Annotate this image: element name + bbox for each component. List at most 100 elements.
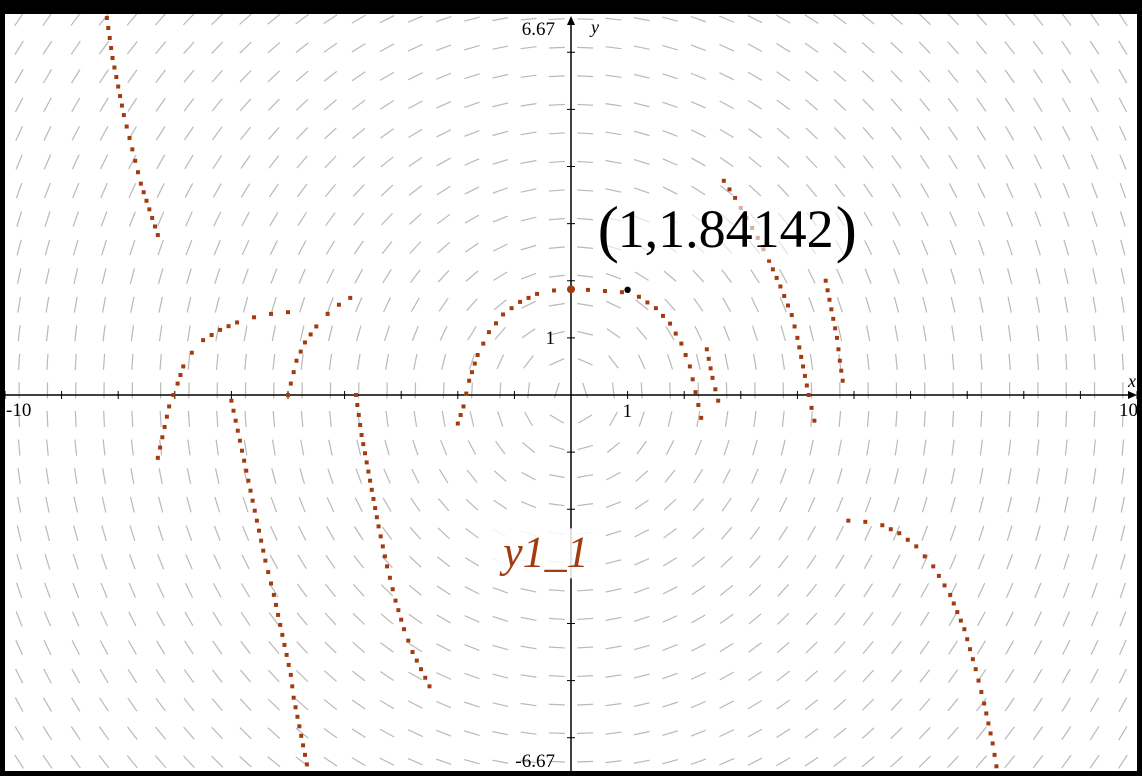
- slope-segment: [408, 156, 423, 167]
- solution-point: [269, 311, 274, 316]
- solution-point: [175, 381, 180, 386]
- slope-segment: [864, 525, 873, 541]
- slope-segment: [127, 69, 138, 84]
- point-label-close-paren: ): [836, 193, 857, 264]
- slope-segment: [268, 126, 280, 140]
- solution-point: [387, 575, 392, 580]
- slope-segment: [155, 640, 166, 655]
- slope-segment: [805, 612, 818, 626]
- slope-segment: [324, 670, 337, 682]
- slope-segment: [548, 160, 565, 164]
- slope-segment: [922, 325, 927, 342]
- slope-segment: [379, 15, 395, 24]
- slope-segment: [719, 671, 734, 681]
- slope-segment: [894, 325, 899, 342]
- slope-segment: [240, 126, 251, 141]
- slope-segment: [98, 726, 110, 741]
- slope-segment: [918, 726, 931, 740]
- curve-label[interactable]: y1_1: [493, 527, 599, 579]
- slope-segment: [524, 411, 533, 427]
- slope-segment: [752, 353, 757, 370]
- slope-segment: [99, 154, 109, 170]
- slope-segment: [183, 755, 195, 768]
- solution-point: [922, 554, 927, 559]
- slope-segment: [1118, 69, 1128, 84]
- solution-point: [704, 347, 709, 352]
- initial-condition-point[interactable]: [567, 285, 575, 294]
- slope-segment: [1062, 154, 1071, 170]
- slope-segment: [748, 613, 762, 625]
- solution-point: [246, 478, 251, 483]
- highlight-point[interactable]: [624, 286, 631, 294]
- slope-segment: [663, 528, 677, 539]
- slope-segment: [214, 496, 221, 513]
- slope-segment: [187, 353, 191, 370]
- slope-segment: [464, 557, 480, 567]
- slope-segment: [1008, 353, 1011, 370]
- slope-segment: [1063, 554, 1070, 570]
- slope-segment: [269, 240, 278, 256]
- slope-segment: [748, 584, 762, 597]
- slope-segment: [719, 128, 734, 139]
- slope-segment: [665, 440, 675, 455]
- slope-segment: [662, 158, 678, 166]
- slope-segment: [408, 671, 423, 681]
- solution-point: [364, 460, 369, 465]
- solution-point: [958, 618, 963, 623]
- slope-segment: [72, 582, 80, 599]
- slope-segment: [862, 669, 875, 683]
- slope-segment: [548, 760, 565, 763]
- slope-segment: [71, 697, 81, 712]
- solution-point: [679, 341, 684, 346]
- slope-segment: [747, 728, 763, 738]
- slope-segment: [156, 211, 165, 227]
- slope-segment: [1004, 14, 1016, 26]
- solution-point: [393, 598, 398, 603]
- slope-segment: [1033, 97, 1043, 112]
- slope-segment: [242, 296, 249, 313]
- slope-segment: [1090, 697, 1100, 712]
- solution-point: [181, 364, 186, 369]
- slope-segment: [437, 241, 451, 254]
- slope-segment: [184, 183, 194, 198]
- solution-point: [778, 284, 783, 289]
- slope-segment: [776, 99, 791, 111]
- point-coordinate-label[interactable]: ( 1,1.84142 ): [597, 193, 858, 264]
- solution-point: [399, 617, 404, 622]
- slope-segment: [351, 757, 366, 767]
- slope-segment: [43, 97, 52, 113]
- solution-point: [836, 347, 841, 352]
- slope-segment: [408, 128, 423, 139]
- slope-segment: [492, 673, 509, 679]
- slope-segment: [862, 612, 874, 626]
- solution-point: [380, 544, 385, 549]
- slope-segment: [918, 41, 931, 54]
- slope-segment: [155, 126, 166, 141]
- slope-segment: [436, 157, 451, 167]
- slope-segment: [356, 353, 361, 370]
- slope-segment: [239, 41, 252, 54]
- solution-curve-y1_1[interactable]: [104, 15, 1000, 776]
- slope-segment: [100, 611, 109, 627]
- solution-point: [699, 415, 704, 420]
- slope-segment: [1036, 353, 1040, 370]
- slope-segment: [1119, 611, 1127, 627]
- solution-point: [402, 627, 407, 632]
- solution-point: [467, 378, 472, 383]
- solution-point: [160, 435, 165, 440]
- slope-segment: [520, 731, 537, 735]
- slope-segment: [492, 644, 509, 651]
- slope-segment: [100, 582, 108, 598]
- slope-segment: [1006, 211, 1014, 227]
- slope-segment: [690, 729, 707, 737]
- slope-segment: [408, 185, 423, 196]
- slope-segment: [662, 701, 678, 708]
- slope-segment: [890, 14, 903, 25]
- slope-segment: [127, 697, 138, 712]
- slope-segment: [548, 189, 565, 192]
- slope-segment: [299, 325, 305, 342]
- slope-segment: [1093, 353, 1096, 370]
- slope-segment: [1033, 126, 1043, 141]
